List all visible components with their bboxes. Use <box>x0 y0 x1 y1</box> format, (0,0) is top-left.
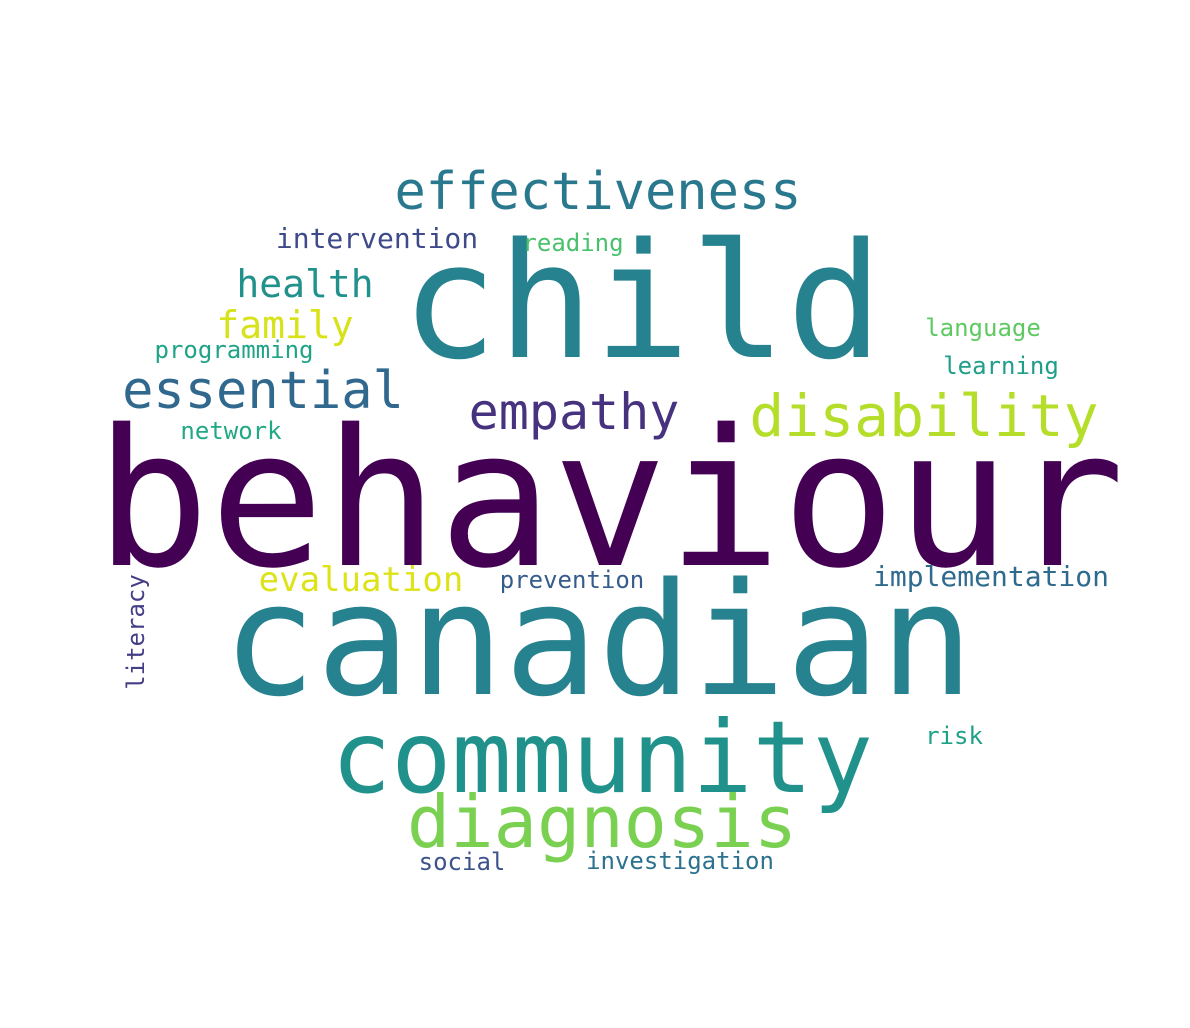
word-reading: reading <box>522 229 624 257</box>
word-health: health <box>236 262 374 306</box>
word-canadian: canadian <box>222 549 974 731</box>
word-empathy: empathy <box>468 383 680 441</box>
word-child: child <box>401 208 883 395</box>
word-disability: disability <box>749 382 1099 450</box>
word-implementation: implementation <box>872 560 1110 593</box>
word-diagnosis: diagnosis <box>406 780 798 864</box>
word-effectiveness: effectiveness <box>394 162 802 222</box>
word-behaviour: behaviour <box>95 389 1125 610</box>
word-risk: risk <box>925 722 983 750</box>
word-social: social <box>418 848 506 876</box>
word-community: community <box>331 699 873 816</box>
word-prevention: prevention <box>499 566 645 594</box>
word-programming: programming <box>154 336 314 364</box>
word-evaluation: evaluation <box>258 560 464 600</box>
word-language: language <box>925 314 1041 342</box>
word-network: network <box>180 417 282 445</box>
word-family: family <box>216 303 354 347</box>
word-learning: learning <box>943 352 1059 380</box>
word-literacy: literacy <box>122 574 150 690</box>
word-intervention: intervention <box>275 222 479 255</box>
word-investigation: investigation <box>586 847 774 875</box>
word-essential: essential <box>122 361 404 421</box>
